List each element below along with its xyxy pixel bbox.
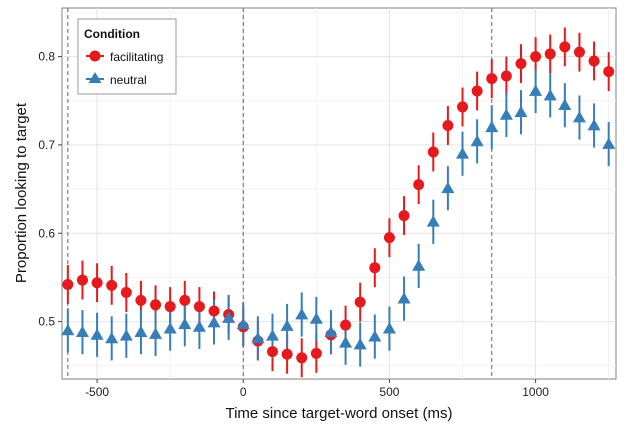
data-point-facilitating (179, 294, 191, 306)
data-point-neutral (251, 331, 265, 344)
data-point-neutral (339, 336, 353, 348)
y-axis: 0.5 0.6 0.7 0.8 (38, 50, 62, 329)
data-point-neutral (397, 292, 411, 304)
data-point-facilitating (120, 286, 132, 298)
data-point-neutral (295, 308, 309, 320)
legend-label-facilitating: facilitating (110, 50, 163, 64)
data-markers (61, 41, 616, 364)
x-tick-label: 0 (240, 385, 247, 399)
data-point-neutral (105, 331, 119, 344)
data-point-neutral (441, 181, 455, 194)
data-point-neutral (119, 329, 133, 341)
legend-circle-icon (89, 50, 101, 62)
legend-item-facilitating: facilitating (86, 50, 163, 64)
y-tick-label: 0.6 (38, 226, 55, 240)
data-point-neutral (587, 118, 601, 131)
data-point-neutral (529, 84, 543, 96)
data-point-facilitating (544, 48, 556, 60)
data-point-neutral (75, 325, 89, 338)
data-point-facilitating (486, 73, 498, 85)
data-point-facilitating (471, 85, 483, 97)
legend-label-neutral: neutral (110, 73, 147, 87)
data-point-facilitating (559, 41, 571, 53)
data-point-facilitating (266, 346, 278, 358)
data-point-neutral (412, 259, 426, 271)
legend: Condition facilitating neutral (77, 18, 177, 95)
data-point-facilitating (106, 279, 118, 291)
data-point-neutral (280, 319, 294, 331)
data-point-neutral (353, 338, 367, 350)
data-point-neutral (61, 323, 75, 336)
data-point-facilitating (76, 274, 88, 286)
x-axis: -500 0 500 1000 (85, 379, 549, 399)
data-point-neutral (134, 325, 148, 338)
data-point-neutral (485, 120, 499, 133)
data-point-facilitating (164, 301, 176, 313)
y-tick-label: 0.8 (38, 50, 55, 64)
data-point-facilitating (340, 319, 352, 331)
data-point-neutral (222, 311, 236, 323)
data-point-neutral (426, 215, 440, 227)
data-point-facilitating (573, 46, 585, 58)
data-point-facilitating (588, 55, 600, 67)
data-point-facilitating (530, 51, 542, 63)
data-point-neutral (499, 108, 513, 120)
data-point-facilitating (135, 294, 147, 306)
data-point-facilitating (354, 296, 366, 308)
data-point-neutral (558, 98, 572, 111)
data-point-facilitating (500, 70, 512, 82)
data-point-neutral (470, 134, 484, 147)
data-point-facilitating (310, 347, 322, 359)
data-point-neutral (382, 322, 396, 334)
data-point-neutral (368, 330, 382, 342)
data-point-facilitating (296, 352, 308, 364)
data-point-neutral (163, 322, 177, 334)
data-point-facilitating (413, 179, 425, 191)
data-point-neutral (456, 147, 470, 159)
data-point-facilitating (281, 348, 293, 360)
data-point-neutral (514, 105, 528, 118)
data-point-neutral (324, 325, 338, 338)
data-point-facilitating (457, 101, 469, 113)
data-point-neutral (192, 320, 206, 332)
data-point-facilitating (383, 232, 395, 244)
legend-triangle-icon (88, 72, 102, 83)
y-axis-title: Proportion looking to target (13, 102, 30, 283)
x-tick-label: 1000 (522, 385, 549, 399)
data-point-neutral (572, 111, 586, 123)
x-tick-label: 500 (379, 385, 399, 399)
data-point-facilitating (208, 305, 220, 317)
data-point-neutral (90, 328, 104, 340)
data-point-facilitating (603, 66, 615, 78)
data-point-facilitating (62, 278, 74, 290)
legend-title: Condition (84, 27, 140, 41)
x-tick-label: -500 (85, 385, 109, 399)
data-point-neutral (309, 312, 323, 324)
data-point-facilitating (193, 301, 205, 313)
data-point-facilitating (398, 210, 410, 222)
data-point-facilitating (150, 299, 162, 311)
data-point-facilitating (515, 58, 527, 70)
data-point-neutral (265, 329, 279, 341)
legend-item-neutral: neutral (86, 72, 147, 87)
y-tick-label: 0.7 (38, 138, 55, 152)
data-point-facilitating (369, 262, 381, 274)
x-axis-title: Time since target-word onset (ms) (225, 405, 452, 422)
data-point-neutral (207, 315, 221, 328)
data-point-neutral (236, 317, 250, 330)
data-point-facilitating (442, 119, 454, 131)
data-point-neutral (543, 88, 557, 101)
y-tick-label: 0.5 (38, 315, 55, 329)
data-point-neutral (178, 317, 192, 330)
data-point-facilitating (91, 277, 103, 289)
data-point-neutral (149, 327, 163, 339)
data-point-neutral (602, 137, 616, 149)
data-point-facilitating (427, 146, 439, 158)
